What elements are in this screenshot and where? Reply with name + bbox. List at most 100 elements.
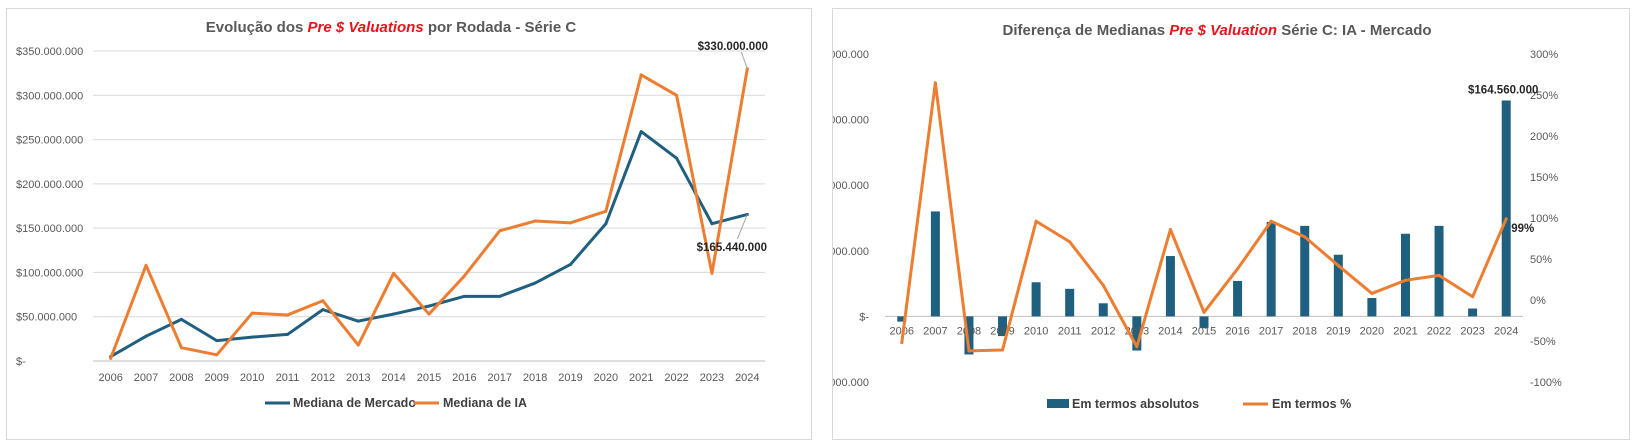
- x-tick-label: 2021: [629, 372, 653, 384]
- data-point: [356, 319, 360, 323]
- bar: [1300, 225, 1310, 317]
- data-point: [1303, 235, 1307, 239]
- x-tick-label: 2009: [205, 372, 229, 384]
- x-tick-label: 2017: [1259, 325, 1283, 337]
- annotation-leader: [740, 51, 748, 69]
- x-tick-label: 2012: [1091, 325, 1115, 337]
- legend-swatch-absolutos: [1047, 399, 1069, 408]
- chart-title: Evolução dos Pre $ Valuations por Rodada…: [206, 19, 577, 36]
- data-point: [1269, 219, 1273, 223]
- percent-line: [900, 81, 1508, 353]
- x-tick-label: 2022: [664, 372, 688, 384]
- x-tick-label: 2017: [487, 372, 511, 384]
- data-point: [568, 221, 572, 225]
- chart-title-post: por Rodada - Série C: [424, 19, 577, 36]
- x-tick-label: 2010: [1024, 325, 1048, 337]
- data-point: [1403, 278, 1407, 282]
- x-tick-label: 2010: [240, 372, 264, 384]
- data-point: [462, 274, 466, 278]
- x-tick-label: 2015: [417, 372, 441, 384]
- x-tick-label: 2018: [523, 372, 547, 384]
- data-point: [604, 222, 608, 226]
- x-tick-label: 2011: [1058, 325, 1082, 337]
- data-point: [604, 209, 608, 213]
- data-point: [498, 229, 502, 233]
- data-point: [675, 93, 679, 97]
- data-point: [675, 156, 679, 160]
- y-tick-label: $200.000.000: [16, 179, 83, 191]
- legend-label-ia: Mediana de IA: [443, 396, 527, 410]
- data-point: [933, 81, 937, 85]
- chart-panel-differences: Diferença de Medianas Pre $ Valuation Sé…: [832, 8, 1630, 440]
- data-point: [109, 356, 113, 360]
- data-point: [179, 346, 183, 350]
- data-point: [533, 281, 537, 285]
- bar: [1434, 225, 1444, 317]
- data-point: [1236, 267, 1240, 271]
- data-point: [427, 312, 431, 316]
- y-right-tick-label: 300%: [1530, 49, 1558, 61]
- bar: [1367, 298, 1377, 317]
- x-tick-label: 2020: [594, 372, 618, 384]
- chart-title-highlight: Pre $ Valuations: [308, 19, 424, 36]
- x-tick-label: 2016: [1225, 325, 1249, 337]
- bar: [964, 316, 974, 355]
- x-tick-label: 2009: [990, 325, 1014, 337]
- x-tick-label: 2013: [346, 372, 370, 384]
- data-point: [498, 294, 502, 298]
- y-right-tick-label: 150%: [1530, 172, 1558, 184]
- y-right-tick-label: -100%: [1530, 377, 1562, 389]
- data-point: [286, 332, 290, 336]
- data-point: [250, 335, 254, 339]
- x-tick-label: 2014: [1158, 325, 1182, 337]
- x-tick-label: 2023: [700, 372, 724, 384]
- x-tick-label: 2023: [1460, 325, 1484, 337]
- y-right-tick-label: -50%: [1530, 336, 1556, 348]
- data-point: [1135, 345, 1139, 349]
- y-tick-label: $250.000.000: [16, 135, 83, 147]
- x-tick-label: 2015: [1192, 325, 1216, 337]
- valuations-line-chart: Evolução dos Pre $ Valuations por Rodada…: [16, 19, 768, 410]
- data-point: [1034, 219, 1038, 223]
- x-tick-label: 2008: [957, 325, 981, 337]
- bar: [1031, 282, 1041, 317]
- data-point: [900, 341, 904, 345]
- data-point: [179, 317, 183, 321]
- data-point: [568, 262, 572, 266]
- x-tick-label: 2020: [1360, 325, 1384, 337]
- data-point: [286, 313, 290, 317]
- x-tick-label: 2022: [1427, 325, 1451, 337]
- x-tick-label: 2007: [134, 372, 158, 384]
- data-point: [321, 299, 325, 303]
- bar: [1165, 256, 1175, 317]
- y-tick-label: $50.000.000: [16, 312, 77, 324]
- data-point: [144, 263, 148, 267]
- data-point: [533, 219, 537, 223]
- y-left-tick-label: $100.000.000: [833, 180, 869, 192]
- bar: [1199, 316, 1209, 329]
- data-point: [427, 304, 431, 308]
- bar: [1098, 303, 1108, 317]
- data-point: [1336, 264, 1340, 268]
- y-left-tick-label: $200.000.000: [833, 49, 869, 61]
- x-tick-label: 2012: [311, 372, 335, 384]
- data-point: [392, 312, 396, 316]
- y-left-tick-label: $-: [859, 311, 869, 323]
- y-left-tick-label: $50.000.000: [833, 246, 869, 258]
- annotation-line-2024: 99%: [1511, 223, 1534, 235]
- annotation-ia-2024: $330.000.000: [698, 41, 768, 53]
- chart-title-pre: Evolução dos: [206, 19, 308, 36]
- y-right-tick-label: 0%: [1530, 295, 1546, 307]
- data-point: [1437, 273, 1441, 277]
- data-point: [215, 339, 219, 343]
- y-left-tick-label: $150.000.000: [833, 115, 869, 127]
- y-right-tick-label: 50%: [1530, 254, 1552, 266]
- data-point: [392, 271, 396, 275]
- y-right-tick-label: 100%: [1530, 213, 1558, 225]
- chart-title-post: Série C: IA - Mercado: [1277, 22, 1431, 39]
- data-point: [1202, 310, 1206, 314]
- data-point: [215, 353, 219, 357]
- data-point: [250, 311, 254, 315]
- annotation-bar-2024: $164.560.000: [1468, 84, 1538, 96]
- data-point: [1168, 227, 1172, 231]
